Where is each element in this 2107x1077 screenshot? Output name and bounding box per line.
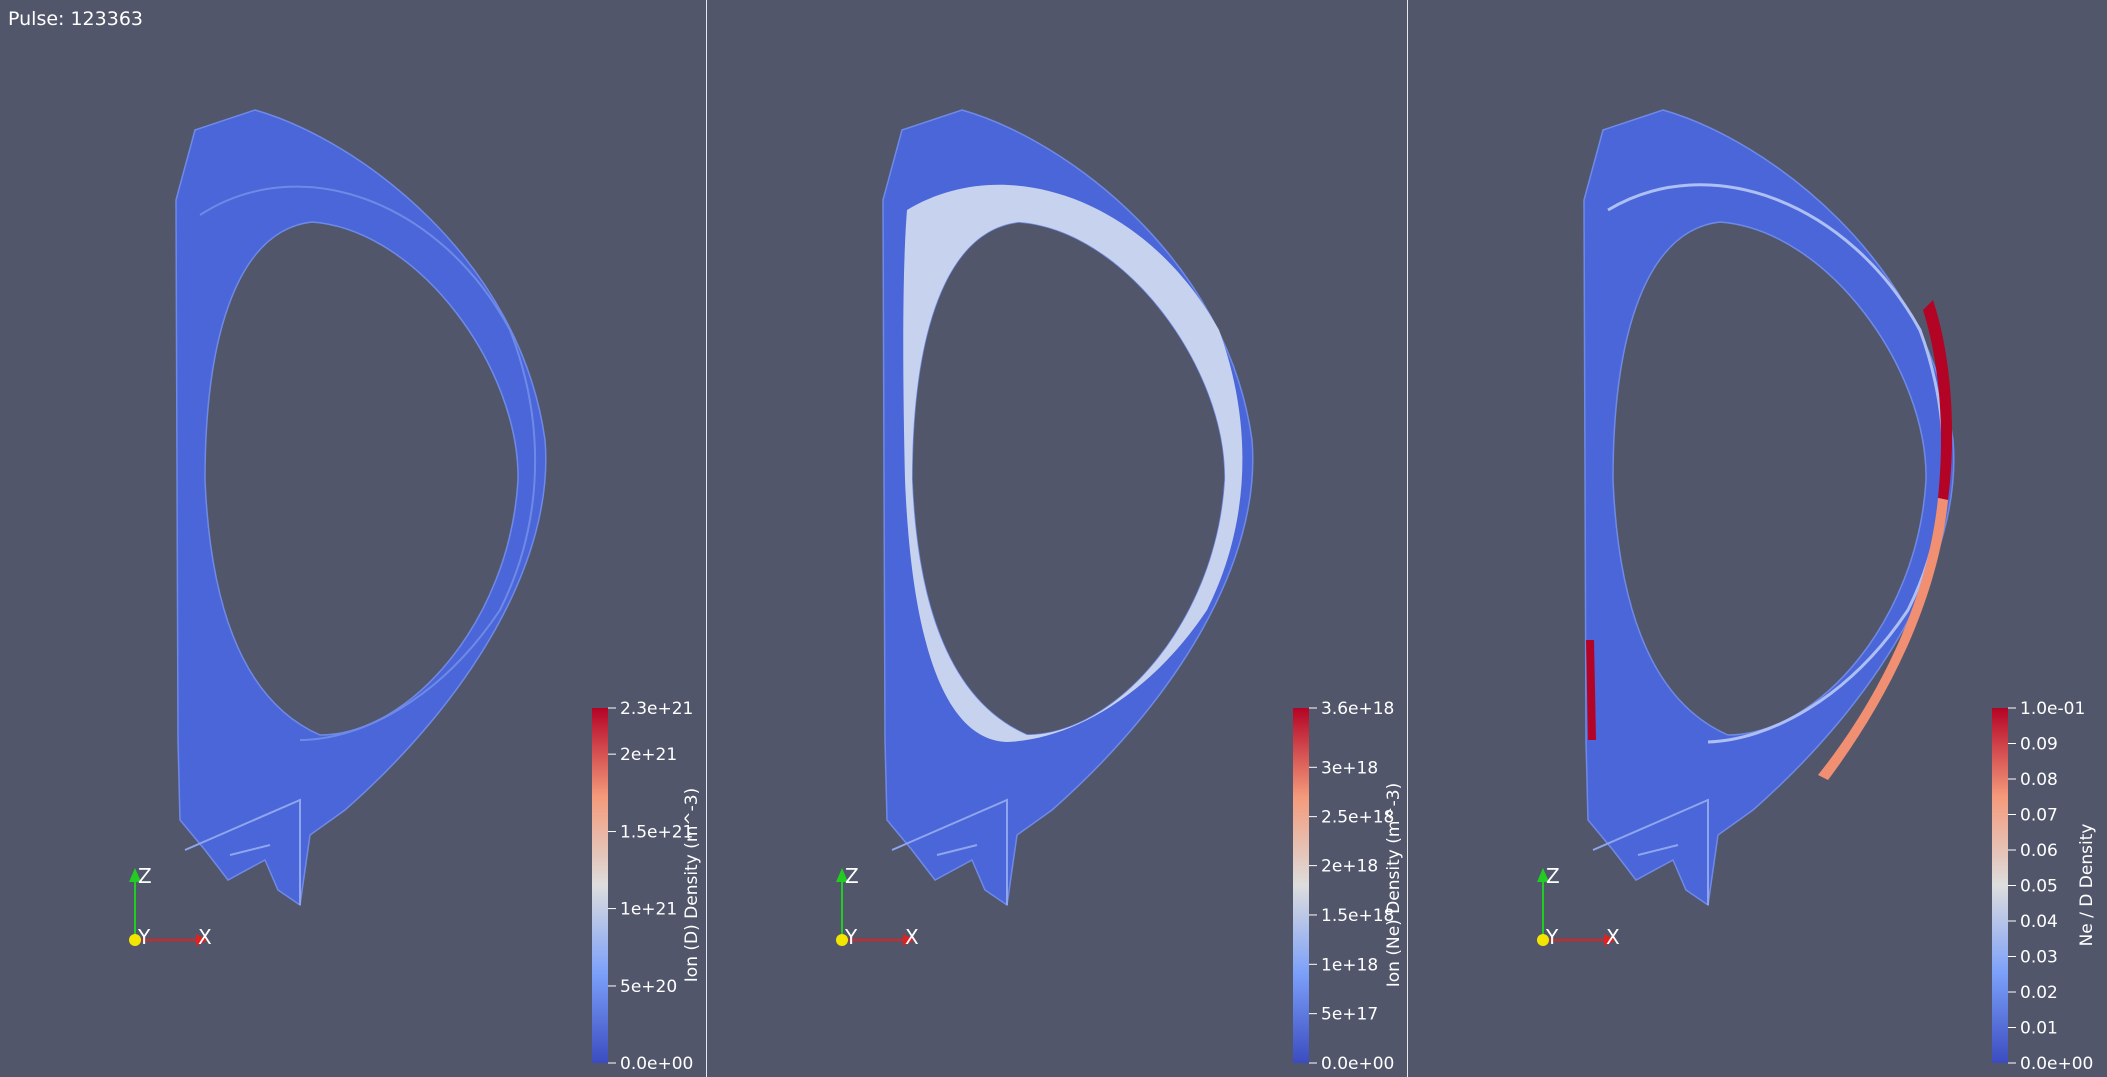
- colorbar-tick-label: 1.0e-01: [2020, 699, 2085, 719]
- z-axis-label: Z: [1546, 864, 1560, 888]
- y-axis-dot: [836, 934, 848, 946]
- colorbar-tick-label: 5e+17: [1321, 1005, 1378, 1025]
- colorbar-tick-label: 0.03: [2020, 948, 2058, 968]
- colorbar-title: Ne / D Density: [2077, 824, 2097, 947]
- colorbar-tick-label: 5e+20: [620, 977, 677, 997]
- colorbar-d: 2.3e+21 2e+21 1.5e+21 1e+21 5e+20 0.0e+00 Ion…: [592, 699, 702, 1074]
- plasma-edge-mesh: [882, 109, 1254, 907]
- x-axis-label: X: [1606, 925, 1620, 949]
- colorbar-tick-label: 0.05: [2020, 877, 2058, 897]
- x-axis-arrow: [1604, 934, 1616, 946]
- colorbar-tick-label: 0.09: [2020, 735, 2058, 755]
- z-axis-arrow: [129, 868, 141, 882]
- colorbar-title: Ion (Ne) Density (m^-3): [1384, 783, 1404, 988]
- mesh-plot-ne-density: 3.6e+18 3e+18 2.5e+18 2e+18 1.5e+18 1e+18 5e+1…: [836, 109, 1404, 1074]
- plasma-edge-mesh: [1583, 109, 1955, 907]
- colorbar-tick-label: 2.3e+21: [620, 699, 693, 719]
- colorbar-title: Ion (D) Density (m^-3): [682, 788, 702, 982]
- view-divider-1[interactable]: [706, 0, 707, 1077]
- y-axis-dot: [129, 934, 141, 946]
- z-axis-label: Z: [138, 864, 152, 888]
- x-axis-label: X: [905, 925, 919, 949]
- y-axis-label: Y: [137, 925, 151, 949]
- pulse-label: Pulse: 123363: [8, 8, 144, 30]
- render-view-ne-density[interactable]: 3.6e+18 3e+18 2.5e+18 2e+18 1.5e+18 1e+18 5e+1…: [707, 0, 1407, 1077]
- colorbar-tick-label: 1.5e+21: [620, 823, 693, 843]
- colorbar-ratio: 1.0e-01 0.09 0.08 0.07 0.06 0.05 0.04 0.03 0.02 0…: [1992, 699, 2097, 1074]
- high-ratio-region-left: [1586, 640, 1596, 740]
- colorbar-tick-label: 0.08: [2020, 770, 2058, 790]
- colorbar-tick-label: 2.5e+18: [1321, 808, 1394, 828]
- colorbar-tick-label: 0.0e+00: [2020, 1054, 2093, 1074]
- colorbar-tick-label: 0.02: [2020, 983, 2058, 1003]
- view-divider-2[interactable]: [1407, 0, 1408, 1077]
- colorbar-tick-label: 0.0e+00: [1321, 1054, 1394, 1074]
- orientation-axes: Z Y X: [836, 864, 919, 949]
- z-axis-arrow: [836, 868, 848, 882]
- y-axis-label: Y: [844, 925, 858, 949]
- colorbar-gradient: [1293, 708, 1309, 1063]
- x-axis-arrow: [196, 934, 208, 946]
- colorbar-tick-label: 3.6e+18: [1321, 699, 1394, 719]
- y-axis-label: Y: [1545, 925, 1559, 949]
- colorbar-tick-label: 2e+18: [1321, 857, 1378, 877]
- colorbar-tick-label: 0.01: [2020, 1019, 2058, 1039]
- z-axis-label: Z: [845, 864, 859, 888]
- colorbar-tick-label: 1.5e+18: [1321, 906, 1394, 926]
- z-axis-arrow: [1537, 868, 1549, 882]
- colorbar-tick-label: 2e+21: [620, 745, 677, 765]
- orientation-axes: Z Y X: [1537, 864, 1620, 949]
- high-ratio-region-right: [1923, 300, 1953, 500]
- x-axis-arrow: [903, 934, 915, 946]
- colorbar-tick-label: 0.04: [2020, 912, 2058, 932]
- colorbar-tick-label: 0.07: [2020, 806, 2058, 826]
- render-view-ne-d-ratio[interactable]: 1.0e-01 0.09 0.08 0.07 0.06 0.05 0.04 0.03 0.02 0…: [1408, 0, 2107, 1077]
- colorbar-tick-label: 3e+18: [1321, 758, 1378, 778]
- plasma-edge-mesh: [175, 109, 547, 907]
- x-axis-label: X: [198, 925, 212, 949]
- colorbar-tick-label: 0.0e+00: [620, 1054, 693, 1074]
- colorbar-tick-label: 1e+18: [1321, 955, 1378, 975]
- colorbar-gradient: [592, 708, 608, 1063]
- mesh-plot-ne-d-ratio: 1.0e-01 0.09 0.08 0.07 0.06 0.05 0.04 0.03 0.02 0…: [1537, 109, 2097, 1074]
- colorbar-ne: 3.6e+18 3e+18 2.5e+18 2e+18 1.5e+18 1e+18 5e+1…: [1293, 699, 1404, 1074]
- colorbar-tick-label: 0.06: [2020, 841, 2058, 861]
- orientation-axes: Z Y X: [129, 864, 212, 949]
- colorbar-gradient: [1992, 708, 2008, 1063]
- mesh-plot-d-density: 2.3e+21 2e+21 1.5e+21 1e+21 5e+20 0.0e+00 Ion…: [129, 109, 702, 1074]
- render-view-d-density[interactable]: 2.3e+21 2e+21 1.5e+21 1e+21 5e+20 0.0e+00 Ion…: [0, 0, 706, 1077]
- colorbar-tick-label: 1e+21: [620, 900, 677, 920]
- y-axis-dot: [1537, 934, 1549, 946]
